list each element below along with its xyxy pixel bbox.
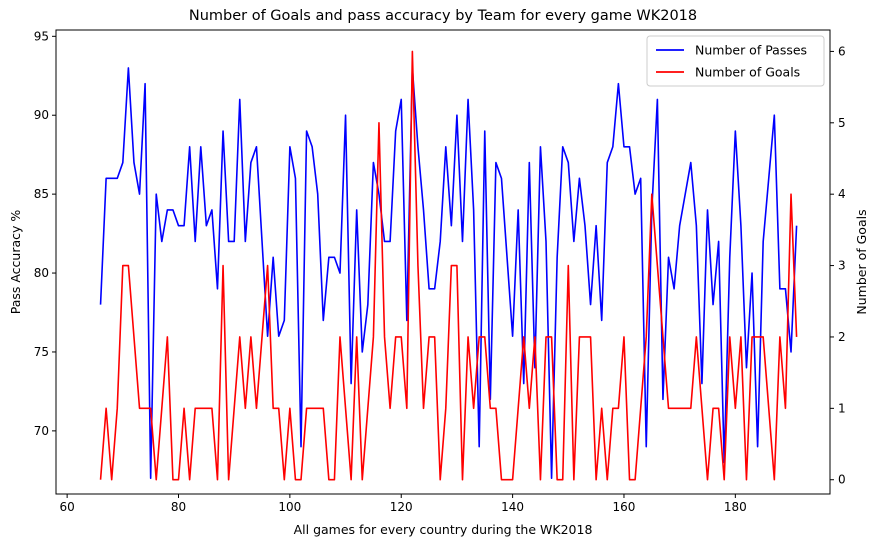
y-tick-label: 90 [34,108,49,122]
x-tick-label: 140 [501,500,524,514]
y-tick-label: 95 [34,29,49,43]
series-line-0 [99,67,798,480]
x-axis-label: All games for every country during the W… [294,522,593,537]
y-axis-ticks: 70 75 80 85 90 95 [34,29,56,438]
legend: Number of Passes Number of Goals [646,35,825,87]
y-tick-label: 80 [34,266,49,280]
plot-lines [99,50,798,481]
plot-frame [55,29,831,495]
y-axis-label: Pass Accuracy % [8,210,23,315]
x-tick-label: 160 [613,500,636,514]
y-right-tick-label: 2 [838,330,846,344]
series-line-1 [99,50,798,481]
x-tick-label: 60 [59,500,74,514]
chart-title: Number of Goals and pass accuracy by Tea… [189,8,697,24]
x-tick-label: 100 [278,500,301,514]
legend-label: Number of Passes [695,43,807,58]
y-right-tick-label: 3 [838,259,846,273]
x-tick-label: 120 [390,500,413,514]
x-tick-label: 180 [724,500,747,514]
y-right-tick-label: 0 [838,473,846,487]
y-tick-label: 85 [34,187,49,201]
y-right-tick-label: 1 [838,401,846,415]
x-tick-label: 80 [171,500,186,514]
x-axis-ticks: 60 80 100 120 140 160 180 [59,494,747,514]
y-right-tick-label: 6 [838,44,846,58]
y-axis-right-label: Number of Goals [854,209,869,314]
legend-box [646,35,825,87]
y-right-tick-label: 5 [838,116,846,130]
y-tick-label: 75 [34,345,49,359]
legend-label: Number of Goals [695,65,800,80]
y-right-tick-label: 4 [838,187,846,201]
y-tick-label: 70 [34,424,49,438]
y-axis-right-ticks: 0 1 2 3 4 5 6 [830,44,846,487]
